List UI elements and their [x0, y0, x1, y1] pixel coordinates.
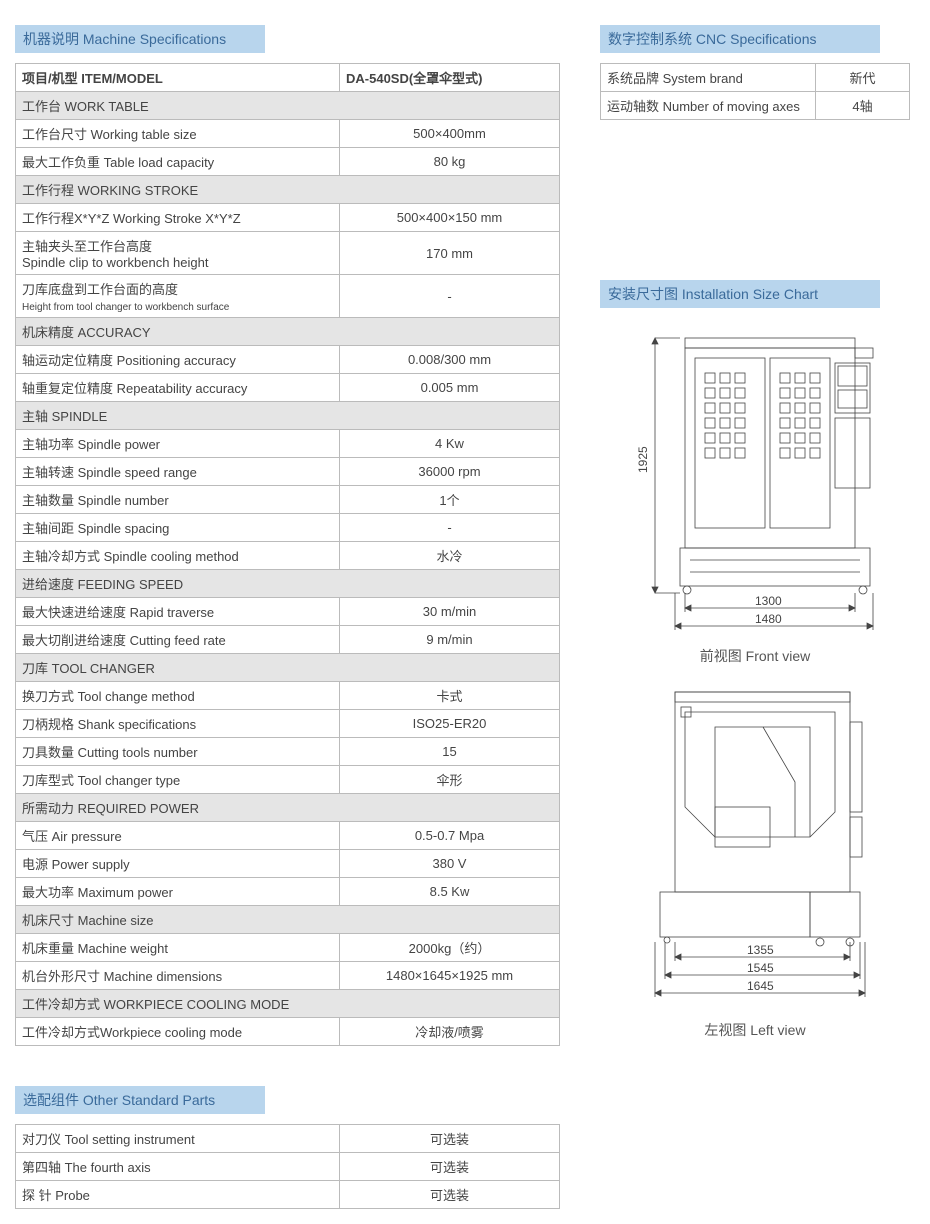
spec-label: 工作台尺寸 Working table size: [16, 120, 340, 148]
spec-value: 0.5-0.7 Mpa: [340, 822, 560, 850]
spec-value: 卡式: [340, 682, 560, 710]
spec-value: 2000kg（约）: [340, 934, 560, 962]
spec-value: 500×400mm: [340, 120, 560, 148]
header-item: 项目/机型 ITEM/MODEL: [16, 64, 340, 92]
spec-label: 主轴夹头至工作台高度Spindle clip to workbench heig…: [16, 232, 340, 275]
front-view-caption: 前视图 Front view: [600, 646, 910, 666]
section-header: 刀库 TOOL CHANGER: [16, 654, 560, 682]
left-view-caption: 左视图 Left view: [600, 1020, 910, 1040]
spec-label: 主轴间距 Spindle spacing: [16, 514, 340, 542]
spec-label: 机台外形尺寸 Machine dimensions: [16, 962, 340, 990]
spec-value: -: [340, 514, 560, 542]
cnc-label: 系统品牌 System brand: [601, 64, 816, 92]
spec-label: 主轴功率 Spindle power: [16, 430, 340, 458]
dim-outer-width: 1480: [755, 612, 782, 626]
dim-inner-width: 1300: [755, 594, 782, 608]
spec-label: 最大工作负重 Table load capacity: [16, 148, 340, 176]
machine-spec-table: 项目/机型 ITEM/MODEL DA-540SD(全罩伞型式) 工作台 WOR…: [15, 63, 560, 1046]
spec-value: 9 m/min: [340, 626, 560, 654]
section-header: 机床尺寸 Machine size: [16, 906, 560, 934]
spec-label: 工作行程X*Y*Z Working Stroke X*Y*Z: [16, 204, 340, 232]
other-parts-table: 对刀仪 Tool setting instrument可选装第四轴 The fo…: [15, 1124, 560, 1209]
spec-label: 气压 Air pressure: [16, 822, 340, 850]
spec-value: 36000 rpm: [340, 458, 560, 486]
header-model: DA-540SD(全罩伞型式): [340, 64, 560, 92]
part-label: 探 针 Probe: [16, 1181, 340, 1209]
spec-value: 8.5 Kw: [340, 878, 560, 906]
spec-label: 主轴数量 Spindle number: [16, 486, 340, 514]
spec-label: 工件冷却方式Workpiece cooling mode: [16, 1018, 340, 1046]
other-parts-title: 选配组件 Other Standard Parts: [15, 1086, 265, 1114]
cnc-label: 运动轴数 Number of moving axes: [601, 92, 816, 120]
spec-label: 刀具数量 Cutting tools number: [16, 738, 340, 766]
spec-value: 冷却液/喷雾: [340, 1018, 560, 1046]
spec-value: -: [340, 275, 560, 318]
dim-d3: 1645: [747, 979, 774, 993]
left-view-diagram: 1355 1545 1645 左视图 Left view: [600, 682, 910, 1040]
spec-value: 500×400×150 mm: [340, 204, 560, 232]
install-chart-title: 安装尺寸图 Installation Size Chart: [600, 280, 880, 308]
part-value: 可选装: [340, 1125, 560, 1153]
front-view-diagram: 1925 1300 1480 前视图 Front view: [600, 328, 910, 666]
spec-label: 主轴冷却方式 Spindle cooling method: [16, 542, 340, 570]
spec-value: 0.005 mm: [340, 374, 560, 402]
spec-label: 最大切削进给速度 Cutting feed rate: [16, 626, 340, 654]
spec-value: 伞形: [340, 766, 560, 794]
cnc-spec-table: 系统品牌 System brand新代运动轴数 Number of moving…: [600, 63, 910, 120]
part-label: 对刀仪 Tool setting instrument: [16, 1125, 340, 1153]
spec-label: 主轴转速 Spindle speed range: [16, 458, 340, 486]
spec-label: 轴重复定位精度 Repeatability accuracy: [16, 374, 340, 402]
spec-value: 15: [340, 738, 560, 766]
section-header: 机床精度 ACCURACY: [16, 318, 560, 346]
dim-d1: 1355: [747, 943, 774, 957]
spec-label: 机床重量 Machine weight: [16, 934, 340, 962]
spec-value: 0.008/300 mm: [340, 346, 560, 374]
spec-value: 水冷: [340, 542, 560, 570]
section-header: 工件冷却方式 WORKPIECE COOLING MODE: [16, 990, 560, 1018]
spec-value: 380 V: [340, 850, 560, 878]
part-value: 可选装: [340, 1153, 560, 1181]
cnc-value: 新代: [816, 64, 910, 92]
section-header: 所需动力 REQUIRED POWER: [16, 794, 560, 822]
spec-value: 80 kg: [340, 148, 560, 176]
section-header: 工作台 WORK TABLE: [16, 92, 560, 120]
spec-value: 170 mm: [340, 232, 560, 275]
spec-label: 最大快速进给速度 Rapid traverse: [16, 598, 340, 626]
cnc-value: 4轴: [816, 92, 910, 120]
spec-label: 刀柄规格 Shank specifications: [16, 710, 340, 738]
dim-height: 1925: [636, 446, 650, 473]
spec-label: 最大功率 Maximum power: [16, 878, 340, 906]
spec-value: 4 Kw: [340, 430, 560, 458]
spec-label: 刀库底盘到工作台面的高度Height from tool changer to …: [16, 275, 340, 318]
spec-label: 轴运动定位精度 Positioning accuracy: [16, 346, 340, 374]
spec-value: ISO25-ER20: [340, 710, 560, 738]
spec-label: 电源 Power supply: [16, 850, 340, 878]
part-value: 可选装: [340, 1181, 560, 1209]
cnc-spec-title: 数字控制系统 CNC Specifications: [600, 25, 880, 53]
part-label: 第四轴 The fourth axis: [16, 1153, 340, 1181]
spec-label: 刀库型式 Tool changer type: [16, 766, 340, 794]
dim-d2: 1545: [747, 961, 774, 975]
spec-value: 30 m/min: [340, 598, 560, 626]
section-header: 进给速度 FEEDING SPEED: [16, 570, 560, 598]
section-header: 工作行程 WORKING STROKE: [16, 176, 560, 204]
spec-value: 1个: [340, 486, 560, 514]
spec-label: 换刀方式 Tool change method: [16, 682, 340, 710]
section-header: 主轴 SPINDLE: [16, 402, 560, 430]
machine-spec-title: 机器说明 Machine Specifications: [15, 25, 265, 53]
spec-value: 1480×1645×1925 mm: [340, 962, 560, 990]
